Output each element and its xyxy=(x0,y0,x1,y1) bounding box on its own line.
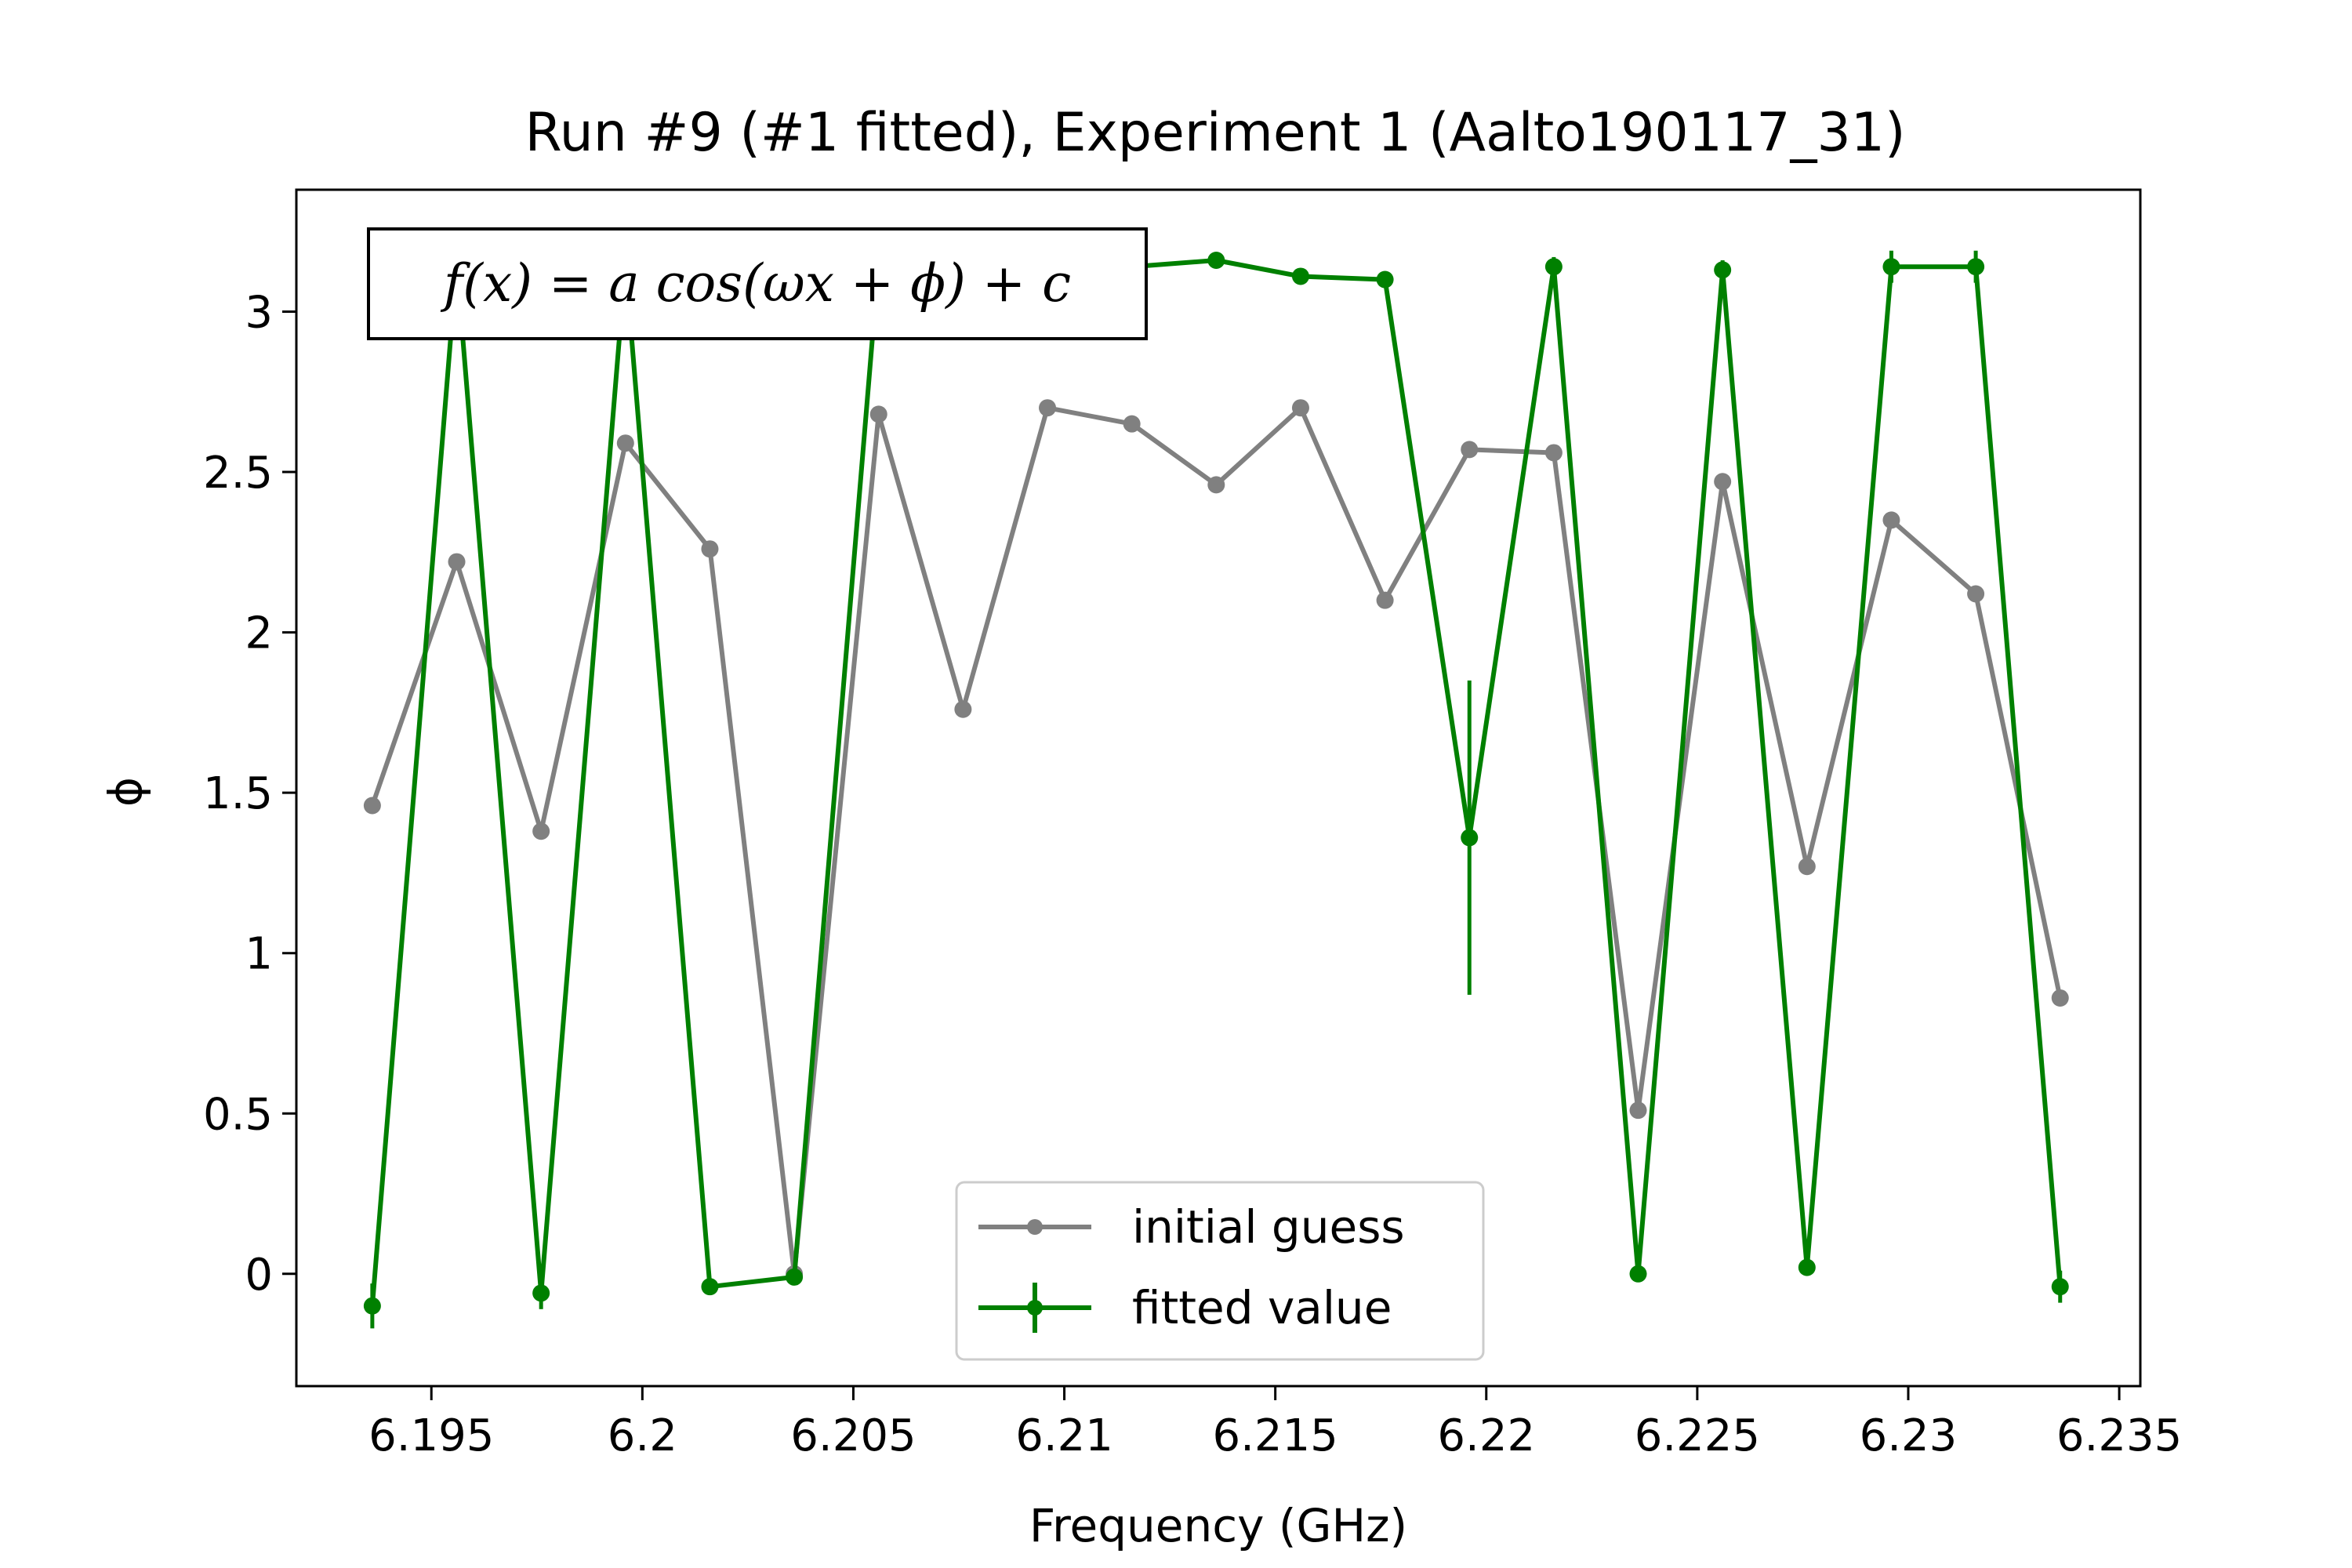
y-tick-label: 0 xyxy=(245,1250,273,1301)
point-initial-guess xyxy=(954,700,972,718)
plot-frame xyxy=(295,188,2142,1388)
legend-label-fitted-value: fitted value xyxy=(1132,1281,1392,1334)
x-tick-label: 6.195 xyxy=(368,1410,494,1461)
point-initial-guess xyxy=(1461,441,1479,459)
point-initial-guess xyxy=(2051,989,2069,1007)
point-initial-guess xyxy=(1798,858,1816,876)
point-initial-guess xyxy=(869,405,887,423)
point-initial-guess xyxy=(1714,473,1732,491)
point-initial-guess xyxy=(1039,399,1057,417)
x-tick-label: 6.215 xyxy=(1212,1410,1338,1461)
x-tick-label: 6.22 xyxy=(1437,1410,1535,1461)
legend: initial guess fitted value xyxy=(955,1181,1485,1361)
point-initial-guess xyxy=(701,540,719,558)
y-tick-label: 2 xyxy=(245,608,273,659)
formula-text: f(x) = a cos(ωx + ϕ) + c xyxy=(440,253,1071,314)
legend-marker-initial-guess xyxy=(1027,1219,1043,1235)
x-tick-label: 6.2 xyxy=(608,1410,677,1461)
point-fitted-value xyxy=(1882,258,1900,276)
point-fitted-value xyxy=(1798,1258,1816,1276)
point-initial-guess xyxy=(532,822,550,840)
x-tick-label: 6.21 xyxy=(1015,1410,1113,1461)
y-axis: 0 0.5 1 1.5 2 2.5 3 xyxy=(203,287,296,1301)
point-fitted-value xyxy=(701,1278,719,1296)
point-fitted-value xyxy=(1291,267,1309,285)
y-tick-label: 2.5 xyxy=(203,448,273,499)
point-fitted-value xyxy=(1376,270,1394,289)
point-initial-guess xyxy=(1967,585,1985,603)
x-tick-label: 6.205 xyxy=(790,1410,916,1461)
point-initial-guess xyxy=(363,797,381,815)
legend-marker-fitted-value xyxy=(1027,1300,1043,1316)
y-tick-label: 1 xyxy=(245,929,273,980)
point-initial-guess xyxy=(1882,511,1900,529)
point-initial-guess xyxy=(1123,415,1141,433)
y-tick-label: 3 xyxy=(245,287,273,338)
point-fitted-value xyxy=(363,1297,381,1315)
x-axis: 6.195 6.2 6.205 6.21 6.215 6.22 6.225 6.23 6.235 xyxy=(368,1386,2182,1461)
formula-box: f(x) = a cos(ωx + ϕ) + c xyxy=(367,227,1148,340)
point-fitted-value xyxy=(1207,252,1225,270)
point-initial-guess xyxy=(1291,399,1309,417)
y-axis-label: ϕ xyxy=(99,777,152,807)
chart-title: Run #9 (#1 fitted), Experiment 1 (Aalto1… xyxy=(524,102,1905,164)
point-fitted-value xyxy=(1461,829,1479,847)
point-fitted-value xyxy=(1544,258,1563,276)
x-axis-label: Frequency (GHz) xyxy=(1029,1499,1407,1552)
x-tick-label: 6.235 xyxy=(2056,1410,2182,1461)
point-fitted-value xyxy=(1629,1265,1647,1283)
point-initial-guess xyxy=(448,553,466,571)
y-tick-label: 1.5 xyxy=(203,768,273,819)
x-tick-label: 6.23 xyxy=(1860,1410,1958,1461)
x-tick-label: 6.225 xyxy=(1635,1410,1760,1461)
point-initial-guess xyxy=(1376,591,1394,609)
point-initial-guess xyxy=(616,434,634,452)
point-initial-guess xyxy=(1207,476,1225,494)
point-fitted-value xyxy=(786,1268,804,1286)
point-fitted-value xyxy=(1714,261,1732,279)
y-tick-label: 0.5 xyxy=(203,1089,273,1140)
point-initial-guess xyxy=(1544,444,1563,462)
point-fitted-value xyxy=(532,1284,550,1302)
formula-box-frame xyxy=(367,227,1148,340)
point-initial-guess xyxy=(1629,1102,1647,1120)
legend-label-initial-guess: initial guess xyxy=(1132,1200,1405,1254)
point-fitted-value xyxy=(2051,1278,2069,1296)
point-fitted-value xyxy=(1967,258,1985,276)
